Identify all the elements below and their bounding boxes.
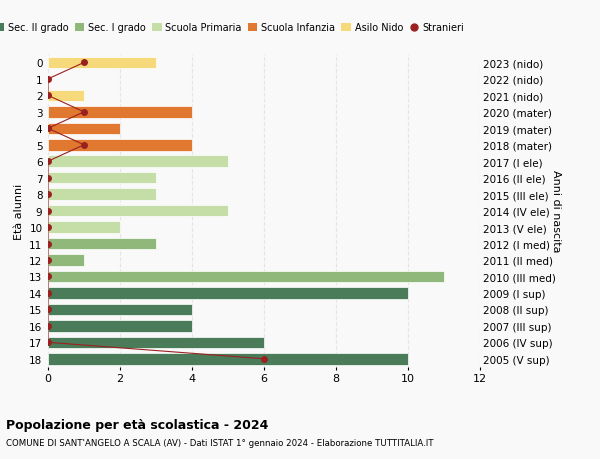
Point <box>79 60 89 67</box>
Legend: Sec. II grado, Sec. I grado, Scuola Primaria, Scuola Infanzia, Asilo Nido, Stran: Sec. II grado, Sec. I grado, Scuola Prim… <box>0 19 468 37</box>
Point <box>43 306 53 313</box>
Bar <box>48 337 264 348</box>
Point <box>43 339 53 346</box>
Bar <box>48 140 192 151</box>
Bar <box>48 255 84 266</box>
Point <box>43 224 53 231</box>
Bar <box>48 57 156 69</box>
Point <box>43 158 53 166</box>
Point <box>79 142 89 149</box>
Bar <box>48 107 192 118</box>
Point <box>259 355 269 363</box>
Bar <box>48 173 156 184</box>
Text: Popolazione per età scolastica - 2024: Popolazione per età scolastica - 2024 <box>6 418 268 431</box>
Point <box>43 174 53 182</box>
Bar <box>48 189 156 201</box>
Bar <box>48 156 228 168</box>
Y-axis label: Età alunni: Età alunni <box>14 183 23 239</box>
Point <box>43 191 53 198</box>
Point <box>43 125 53 133</box>
Point <box>43 323 53 330</box>
Bar <box>48 287 408 299</box>
Bar <box>48 320 192 332</box>
Bar <box>48 238 156 250</box>
Point <box>43 76 53 84</box>
Y-axis label: Anni di nascita: Anni di nascita <box>551 170 561 252</box>
Bar <box>48 271 444 283</box>
Bar <box>48 205 228 217</box>
Point <box>43 92 53 100</box>
Bar <box>48 222 120 233</box>
Point <box>43 241 53 248</box>
Point <box>43 257 53 264</box>
Point <box>43 273 53 280</box>
Point <box>79 109 89 116</box>
Bar <box>48 123 120 135</box>
Text: COMUNE DI SANT'ANGELO A SCALA (AV) - Dati ISTAT 1° gennaio 2024 - Elaborazione T: COMUNE DI SANT'ANGELO A SCALA (AV) - Dat… <box>6 438 433 448</box>
Bar <box>48 90 84 102</box>
Bar <box>48 304 192 315</box>
Bar <box>48 353 408 365</box>
Point <box>43 207 53 215</box>
Point <box>43 290 53 297</box>
